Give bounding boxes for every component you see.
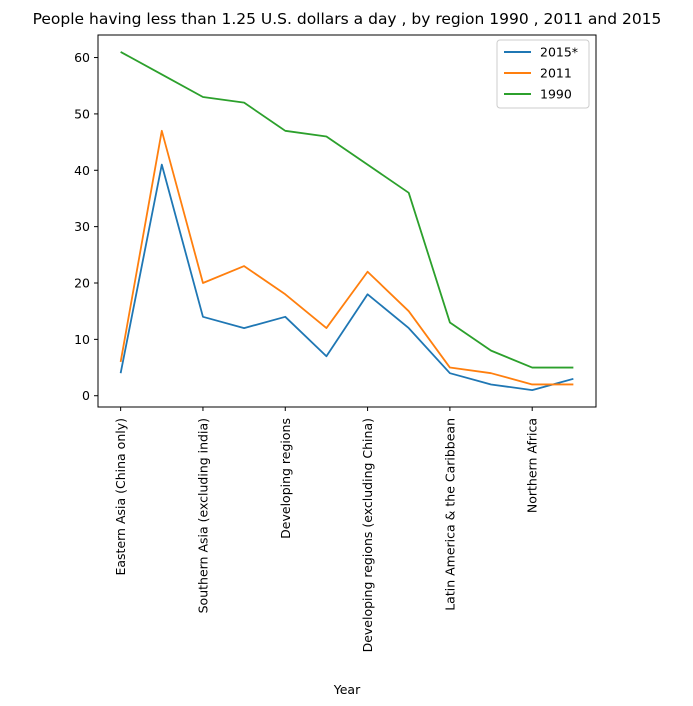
axes-frame <box>97 34 597 408</box>
x-tick-label: Eastern Asia (China only) <box>113 418 128 576</box>
x-tick-label: Northern Africa <box>525 418 540 513</box>
x-tick-label: Developing regions (excluding China) <box>360 418 375 652</box>
legend-label: 2011 <box>540 66 572 81</box>
x-axis: Eastern Asia (China only) Southern Asia (… <box>113 407 540 652</box>
series-line-0 <box>119 163 574 391</box>
legend-label: 1990 <box>540 87 572 102</box>
series-line-2 <box>120 51 574 369</box>
legend: 2015* 2011 1990 <box>496 39 590 109</box>
y-tick-label: 40 <box>74 163 90 178</box>
plot-area <box>119 51 574 391</box>
legend-box <box>496 39 590 109</box>
x-tick-label: Developing regions <box>278 418 293 539</box>
x-tick-label: Southern Asia (excluding india) <box>195 418 210 613</box>
y-tick-label: 20 <box>74 276 90 291</box>
series-line-1 <box>119 129 574 386</box>
y-axis: 0 10 20 30 40 50 60 <box>74 50 98 403</box>
y-tick-label: 10 <box>74 332 90 347</box>
y-tick-label: 60 <box>74 50 90 65</box>
y-tick-label: 0 <box>82 388 90 403</box>
legend-label: 2015* <box>540 45 578 60</box>
chart-title: People having less than 1.25 U.S. dollar… <box>33 10 662 28</box>
y-tick-label: 50 <box>74 106 90 121</box>
y-tick-label: 30 <box>74 219 90 234</box>
x-axis-label: Year <box>333 682 361 697</box>
x-tick-label: Latin America & the Caribbean <box>442 418 457 611</box>
